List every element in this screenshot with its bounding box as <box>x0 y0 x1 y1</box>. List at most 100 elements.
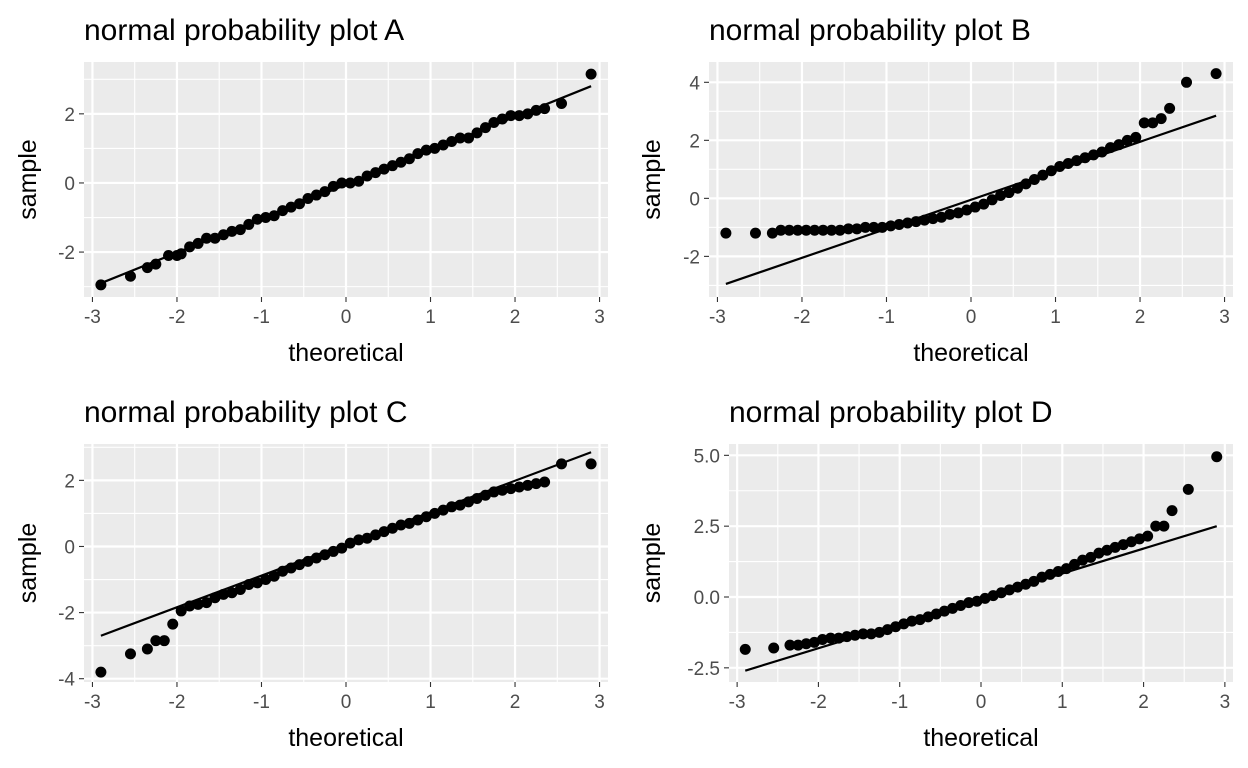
data-point-c-40 <box>463 496 475 508</box>
data-point-b-23 <box>944 208 956 220</box>
data-point-b-6 <box>800 224 812 236</box>
data-point-b-12 <box>851 223 863 235</box>
data-point-a-11 <box>217 229 229 241</box>
data-point-d-48 <box>1158 520 1170 532</box>
x-tick-label-c: -3 <box>84 692 101 713</box>
y-tick-label-b: 4 <box>689 73 700 94</box>
x-tick-label-b: 2 <box>1135 307 1146 328</box>
reference-line-b <box>725 114 1217 285</box>
data-point-b-15 <box>876 221 888 233</box>
data-point-d-11 <box>857 628 869 640</box>
data-point-b-0 <box>720 227 732 239</box>
x-tick-label-c: 3 <box>594 692 605 713</box>
data-point-b-30 <box>1003 187 1015 199</box>
data-point-a-26 <box>344 177 356 189</box>
data-point-c-38 <box>446 501 458 513</box>
data-point-c-47 <box>522 479 534 491</box>
data-point-b-38 <box>1071 155 1083 167</box>
plot-title-c: normal probability plot C <box>84 396 407 429</box>
data-point-c-44 <box>496 484 508 496</box>
data-point-c-45 <box>505 483 517 495</box>
data-point-a-18 <box>277 205 289 217</box>
data-point-b-1 <box>749 227 761 239</box>
data-point-b-25 <box>961 204 973 216</box>
data-point-a-10 <box>209 232 221 244</box>
data-point-d-0 <box>739 643 751 655</box>
x-tick-label-a: -2 <box>169 307 186 328</box>
data-point-b-7 <box>809 224 821 236</box>
plot-d: -3 -2 -1 0 1 2 3 -2.5 0.0 2.5 5.0 theoretical sample… <box>638 396 1233 752</box>
data-point-d-39 <box>1085 551 1097 563</box>
y-tick-label-c: 2 <box>64 471 75 492</box>
x-tick-label-b: 3 <box>1219 307 1230 328</box>
data-point-b-32 <box>1020 178 1032 190</box>
data-point-a-51 <box>585 68 597 80</box>
data-point-c-27 <box>353 534 365 546</box>
data-point-b-22 <box>935 211 947 223</box>
data-point-d-12 <box>865 628 877 640</box>
x-tick-label-d: -3 <box>729 692 746 713</box>
data-point-c-17 <box>268 570 280 582</box>
data-point-b-17 <box>893 218 905 230</box>
data-point-a-12 <box>226 225 238 237</box>
data-point-c-1 <box>124 648 136 660</box>
data-point-c-24 <box>327 545 339 557</box>
data-point-c-13 <box>234 583 246 595</box>
y-axis-title-c: sample <box>14 523 42 604</box>
data-point-c-4 <box>158 635 170 647</box>
data-point-b-16 <box>885 220 897 232</box>
x-tick-label-b: 0 <box>966 307 977 328</box>
x-tick-label-d: 0 <box>976 692 987 713</box>
data-point-c-41 <box>471 493 483 505</box>
x-tick-label-a: 2 <box>510 307 521 328</box>
plot-c: -3 -2 -1 0 1 2 3 -4 -2 0 2 theoretical sample normal … <box>14 396 608 752</box>
data-point-c-6 <box>175 605 187 617</box>
data-point-c-2 <box>141 643 153 655</box>
y-tick-label-b: 0 <box>689 189 700 210</box>
data-point-d-46 <box>1142 530 1154 542</box>
y-tick-label-c: 0 <box>64 537 75 558</box>
data-point-c-7 <box>184 600 196 612</box>
data-point-a-30 <box>378 163 390 175</box>
data-point-b-46 <box>1138 117 1150 129</box>
x-tick-label-a: -3 <box>84 307 101 328</box>
data-point-a-3 <box>150 258 162 270</box>
data-point-c-42 <box>479 489 491 501</box>
data-point-d-1 <box>768 642 780 654</box>
x-tick-label-c: 1 <box>425 692 436 713</box>
data-point-a-27 <box>353 175 365 187</box>
x-tick-label-d: 2 <box>1138 692 1149 713</box>
data-point-a-2 <box>141 262 153 274</box>
data-point-c-37 <box>437 504 449 516</box>
data-point-b-36 <box>1054 160 1066 172</box>
plot-a: -3 -2 -1 0 1 2 3 -2 0 2 theoretical sample normal pr… <box>14 14 608 367</box>
x-tick-label-c: 2 <box>510 692 521 713</box>
data-point-d-10 <box>849 629 861 641</box>
data-point-c-30 <box>378 526 390 538</box>
data-point-b-8 <box>817 224 829 236</box>
data-point-a-50 <box>556 97 568 109</box>
data-point-c-39 <box>454 499 466 511</box>
x-tick-label-a: 0 <box>341 307 352 328</box>
data-point-d-24 <box>963 597 975 609</box>
data-point-d-3 <box>792 639 804 651</box>
x-tick-label-d: 3 <box>1220 692 1231 713</box>
plot-b: -3 -2 -1 0 1 2 3 -2 0 2 4 theoretical sample normal p… <box>638 14 1233 367</box>
y-axis-title-d: sample <box>638 523 666 604</box>
data-point-c-12 <box>226 587 238 599</box>
data-point-c-22 <box>310 552 322 564</box>
plot-title-a: normal probability plot A <box>84 14 404 47</box>
y-tick-label-d: 0.0 <box>694 588 720 609</box>
data-point-b-10 <box>834 224 846 236</box>
data-point-a-44 <box>496 113 508 125</box>
x-axis-title-a: theoretical <box>288 339 403 367</box>
y-tick-label-d: 5.0 <box>694 446 720 467</box>
data-point-d-9 <box>841 631 853 643</box>
data-point-c-35 <box>420 511 432 523</box>
x-axis-title-d: theoretical <box>923 724 1038 752</box>
data-point-d-51 <box>1211 451 1223 463</box>
data-point-a-45 <box>505 110 517 122</box>
data-point-a-46 <box>513 110 525 122</box>
x-tick-label-a: 3 <box>594 307 605 328</box>
data-point-b-51 <box>1210 68 1222 80</box>
